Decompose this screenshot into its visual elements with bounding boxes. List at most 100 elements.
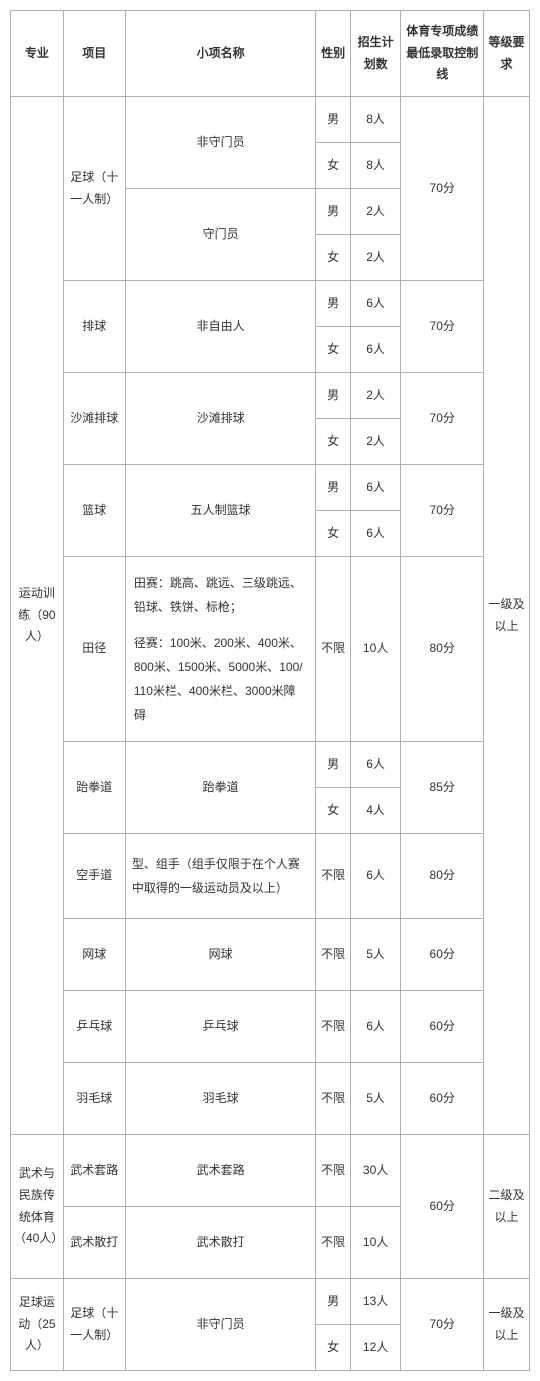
- cell-sub: 武术套路: [125, 1135, 316, 1207]
- cell-sex: 男: [316, 742, 350, 788]
- table-row: 沙滩排球 沙滩排球 男 2人 70分: [11, 373, 530, 419]
- cell-plan: 2人: [350, 373, 401, 419]
- cell-plan: 12人: [350, 1325, 401, 1371]
- cell-sex: 女: [316, 327, 350, 373]
- cell-sex: 男: [316, 189, 350, 235]
- cell-score: 80分: [401, 557, 484, 742]
- cell-plan: 5人: [350, 1063, 401, 1135]
- cell-plan: 6人: [350, 511, 401, 557]
- cell-project: 排球: [63, 281, 125, 373]
- cell-plan: 6人: [350, 834, 401, 919]
- hdr-plan: 招生计划数: [350, 11, 401, 97]
- cell-plan: 6人: [350, 465, 401, 511]
- cell-project: 羽毛球: [63, 1063, 125, 1135]
- cell-project: 田径: [63, 557, 125, 742]
- cell-plan: 6人: [350, 327, 401, 373]
- cell-project: 足球（十一人制）: [63, 1279, 125, 1371]
- cell-sex: 不限: [316, 1135, 350, 1207]
- cell-score: 70分: [401, 465, 484, 557]
- cell-project: 沙滩排球: [63, 373, 125, 465]
- table-row: 空手道 型、组手（组手仅限于在个人赛中取得的一级运动员及以上） 不限 6人 80…: [11, 834, 530, 919]
- hdr-sex: 性别: [316, 11, 350, 97]
- cell-level: 二级及以上: [484, 1135, 530, 1279]
- cell-sex: 不限: [316, 834, 350, 919]
- cell-plan: 2人: [350, 189, 401, 235]
- cell-sex: 男: [316, 1279, 350, 1325]
- cell-score: 70分: [401, 1279, 484, 1371]
- cell-plan: 6人: [350, 991, 401, 1063]
- cell-sex: 女: [316, 419, 350, 465]
- hdr-project: 项目: [63, 11, 125, 97]
- cell-sex: 不限: [316, 1063, 350, 1135]
- cell-project: 空手道: [63, 834, 125, 919]
- cell-sex: 女: [316, 143, 350, 189]
- cell-plan: 30人: [350, 1135, 401, 1207]
- cell-sub: 乒乓球: [125, 991, 316, 1063]
- cell-plan: 10人: [350, 1207, 401, 1279]
- cell-sex: 女: [316, 788, 350, 834]
- cell-project: 网球: [63, 919, 125, 991]
- cell-sex: 男: [316, 465, 350, 511]
- cell-sub: 非守门员: [125, 97, 316, 189]
- cell-score: 70分: [401, 281, 484, 373]
- table-row: 武术与民族传统体育（40人） 武术套路 武术套路 不限 30人 60分 二级及以…: [11, 1135, 530, 1207]
- admission-table: 专业 项目 小项名称 性别 招生计划数 体育专项成绩最低录取控制线 等级要求 运…: [10, 10, 530, 1371]
- hdr-level: 等级要求: [484, 11, 530, 97]
- cell-major: 武术与民族传统体育（40人）: [11, 1135, 64, 1279]
- cell-sex: 不限: [316, 919, 350, 991]
- cell-sex: 男: [316, 97, 350, 143]
- cell-score: 70分: [401, 373, 484, 465]
- cell-project: 跆拳道: [63, 742, 125, 834]
- cell-sub: 沙滩排球: [125, 373, 316, 465]
- cell-sub: 跆拳道: [125, 742, 316, 834]
- cell-score: 60分: [401, 991, 484, 1063]
- cell-sub-track: 田赛：跳高、跳远、三级跳远、铅球、铁饼、标枪；径赛：100米、200米、400米…: [125, 557, 316, 742]
- cell-score: 60分: [401, 919, 484, 991]
- table-row: 跆拳道 跆拳道 男 6人 85分: [11, 742, 530, 788]
- table-row: 运动训练（90人） 足球（十一人制） 非守门员 男 8人 70分 一级及以上: [11, 97, 530, 143]
- cell-sub: 型、组手（组手仅限于在个人赛中取得的一级运动员及以上）: [125, 834, 316, 919]
- hdr-subname: 小项名称: [125, 11, 316, 97]
- hdr-major: 专业: [11, 11, 64, 97]
- cell-level: 一级及以上: [484, 1279, 530, 1371]
- cell-project: 武术套路: [63, 1135, 125, 1207]
- cell-plan: 13人: [350, 1279, 401, 1325]
- cell-plan: 6人: [350, 742, 401, 788]
- cell-plan: 8人: [350, 97, 401, 143]
- cell-sex: 男: [316, 373, 350, 419]
- cell-sex: 不限: [316, 557, 350, 742]
- cell-plan: 2人: [350, 235, 401, 281]
- cell-score: 85分: [401, 742, 484, 834]
- table-row: 网球 网球 不限 5人 60分: [11, 919, 530, 991]
- cell-sex: 不限: [316, 991, 350, 1063]
- cell-sub: 非守门员: [125, 1279, 316, 1371]
- cell-project: 乒乓球: [63, 991, 125, 1063]
- cell-sub: 五人制篮球: [125, 465, 316, 557]
- table-row: 足球运动（25人） 足球（十一人制） 非守门员 男 13人 70分 一级及以上: [11, 1279, 530, 1325]
- cell-sex: 女: [316, 511, 350, 557]
- cell-plan: 4人: [350, 788, 401, 834]
- cell-major: 足球运动（25人）: [11, 1279, 64, 1371]
- cell-project: 篮球: [63, 465, 125, 557]
- cell-sex: 女: [316, 1325, 350, 1371]
- cell-sub: 武术散打: [125, 1207, 316, 1279]
- table-row: 乒乓球 乒乓球 不限 6人 60分: [11, 991, 530, 1063]
- table-row: 田径 田赛：跳高、跳远、三级跳远、铅球、铁饼、标枪；径赛：100米、200米、4…: [11, 557, 530, 742]
- table-row: 羽毛球 羽毛球 不限 5人 60分: [11, 1063, 530, 1135]
- cell-sub: 守门员: [125, 189, 316, 281]
- cell-sex: 女: [316, 235, 350, 281]
- header-row: 专业 项目 小项名称 性别 招生计划数 体育专项成绩最低录取控制线 等级要求: [11, 11, 530, 97]
- cell-sub: 网球: [125, 919, 316, 991]
- table-row: 排球 非自由人 男 6人 70分: [11, 281, 530, 327]
- cell-plan: 8人: [350, 143, 401, 189]
- cell-major: 运动训练（90人）: [11, 97, 64, 1135]
- cell-sub: 非自由人: [125, 281, 316, 373]
- cell-score: 70分: [401, 97, 484, 281]
- hdr-score: 体育专项成绩最低录取控制线: [401, 11, 484, 97]
- cell-level: 一级及以上: [484, 97, 530, 1135]
- cell-score: 60分: [401, 1063, 484, 1135]
- cell-plan: 6人: [350, 281, 401, 327]
- cell-project: 武术散打: [63, 1207, 125, 1279]
- cell-project: 足球（十一人制）: [63, 97, 125, 281]
- cell-sex: 男: [316, 281, 350, 327]
